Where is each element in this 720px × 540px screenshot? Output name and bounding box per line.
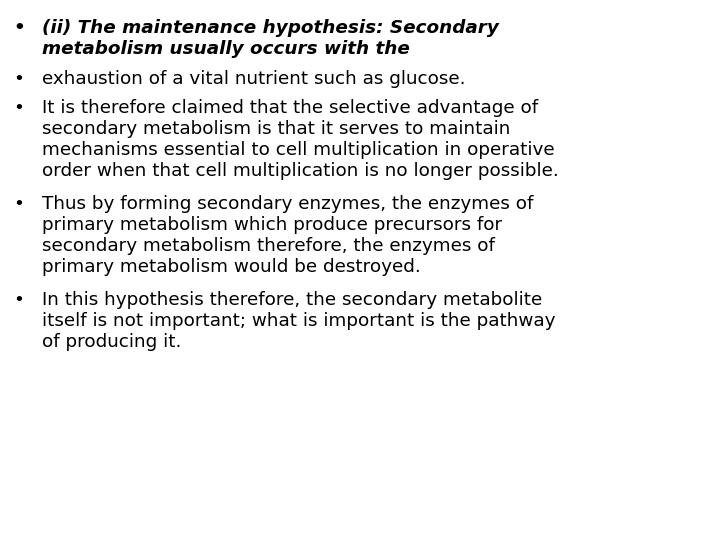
Text: •: • <box>13 70 24 88</box>
Text: It is therefore claimed that the selective advantage of
secondary metabolism is : It is therefore claimed that the selecti… <box>42 99 559 180</box>
Text: •: • <box>13 291 24 309</box>
Text: •: • <box>13 99 24 117</box>
Text: In this hypothesis therefore, the secondary metabolite
itself is not important; : In this hypothesis therefore, the second… <box>42 291 555 351</box>
Text: •: • <box>13 195 24 213</box>
Text: exhaustion of a vital nutrient such as glucose.: exhaustion of a vital nutrient such as g… <box>42 70 465 88</box>
Text: (ii) The maintenance hypothesis: Secondary
metabolism usually occurs with the: (ii) The maintenance hypothesis: Seconda… <box>42 19 499 58</box>
Text: Thus by forming secondary enzymes, the enzymes of
primary metabolism which produ: Thus by forming secondary enzymes, the e… <box>42 195 533 276</box>
Text: •: • <box>13 19 24 37</box>
